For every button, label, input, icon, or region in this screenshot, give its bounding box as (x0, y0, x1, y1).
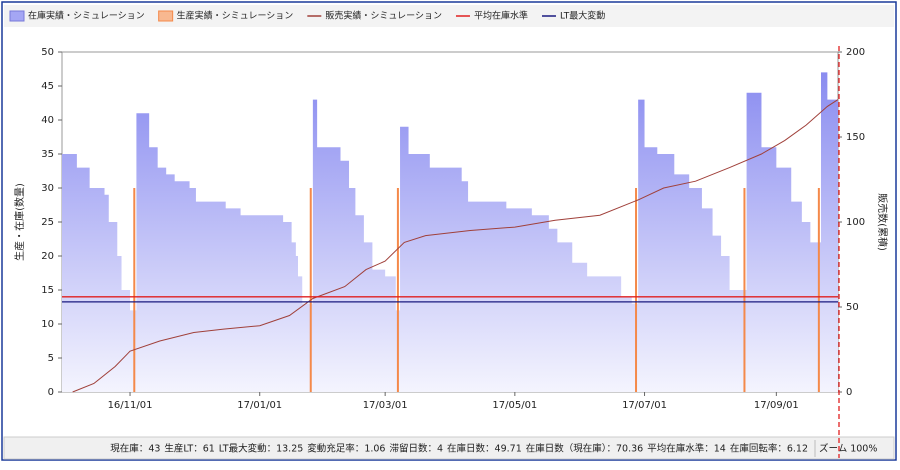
status-label: 現在庫： (110, 443, 148, 455)
zoom-value: 100% (850, 444, 877, 455)
legend-swatch (9, 10, 25, 22)
x-tick-label: 17/05/01 (492, 400, 537, 411)
status-value: 6.12 (787, 444, 808, 455)
y-tick-label: 35 (41, 149, 54, 160)
status-value: 61 (203, 444, 215, 455)
sales-line (72, 99, 839, 393)
y2-axis-label: 販売数(累積) (876, 193, 889, 251)
legend-label: 生産実績・シミュレーション (177, 10, 294, 22)
x-tick-label: 16/11/01 (108, 400, 153, 411)
status-label: 在庫日数（現在庫）： (526, 443, 616, 455)
y-tick-label: 0 (48, 387, 54, 398)
status-label: LT最大変動： (219, 443, 276, 455)
y-axis-label: 生産・在庫(数量) (13, 183, 26, 261)
y2-tick-label: 200 (846, 47, 865, 58)
production-bar (396, 188, 399, 392)
x-tick-label: 17/07/01 (622, 400, 667, 411)
production-bar (635, 188, 638, 392)
status-label: 平均在庫水準： (647, 443, 714, 455)
legend-label: 平均在庫水準 (474, 10, 528, 22)
status-label: 在庫回転率： (730, 443, 787, 455)
status-value: 14 (714, 444, 726, 455)
x-tick-label: 17/01/01 (237, 400, 282, 411)
status-value: 13.25 (276, 444, 303, 455)
production-bar (133, 188, 136, 392)
y-tick-label: 45 (41, 81, 54, 92)
production-bar (309, 188, 312, 392)
status-value: 49.71 (495, 444, 522, 455)
y2-tick-label: 150 (846, 132, 865, 143)
status-label: 生産LT： (164, 443, 202, 455)
zoom-label: ズーム (819, 443, 847, 455)
status-label: 在庫日数： (447, 443, 495, 455)
y-tick-label: 25 (41, 217, 54, 228)
production-bar (817, 188, 820, 392)
inventory-area (62, 72, 838, 393)
y2-tick-label: 50 (846, 302, 859, 313)
y-tick-label: 5 (48, 353, 54, 364)
status-label: 滞留日数： (389, 443, 437, 455)
production-bar (743, 188, 746, 392)
status-bar (3, 436, 895, 460)
legend-label: LT最大変動 (560, 10, 605, 22)
y2-tick-label: 0 (846, 387, 852, 398)
y2-tick-label: 100 (846, 217, 865, 228)
y-tick-label: 10 (41, 319, 54, 330)
y-tick-label: 30 (41, 183, 54, 194)
status-value: 4 (437, 444, 443, 455)
y-tick-label: 40 (41, 115, 54, 126)
status-value: 43 (148, 444, 160, 455)
y-tick-label: 20 (41, 251, 54, 262)
legend-label: 在庫実績・シミュレーション (28, 10, 145, 22)
x-tick-label: 17/09/01 (754, 400, 799, 411)
status-value: 1.06 (364, 444, 385, 455)
x-tick-label: 17/03/01 (363, 400, 408, 411)
y-tick-label: 50 (41, 47, 54, 58)
status-value: 70.36 (616, 444, 643, 455)
status-label: 変動充足率： (307, 443, 364, 455)
status-items: 現在庫： 43 生産LT： 61 LT最大変動： 13.25 変動充足率： 1.06 滞留日数：… (110, 443, 877, 455)
legend-swatch (158, 10, 174, 22)
legend-label: 販売実績・シミュレーション (325, 10, 442, 22)
legend-bar (4, 5, 894, 27)
y-tick-label: 15 (41, 285, 54, 296)
